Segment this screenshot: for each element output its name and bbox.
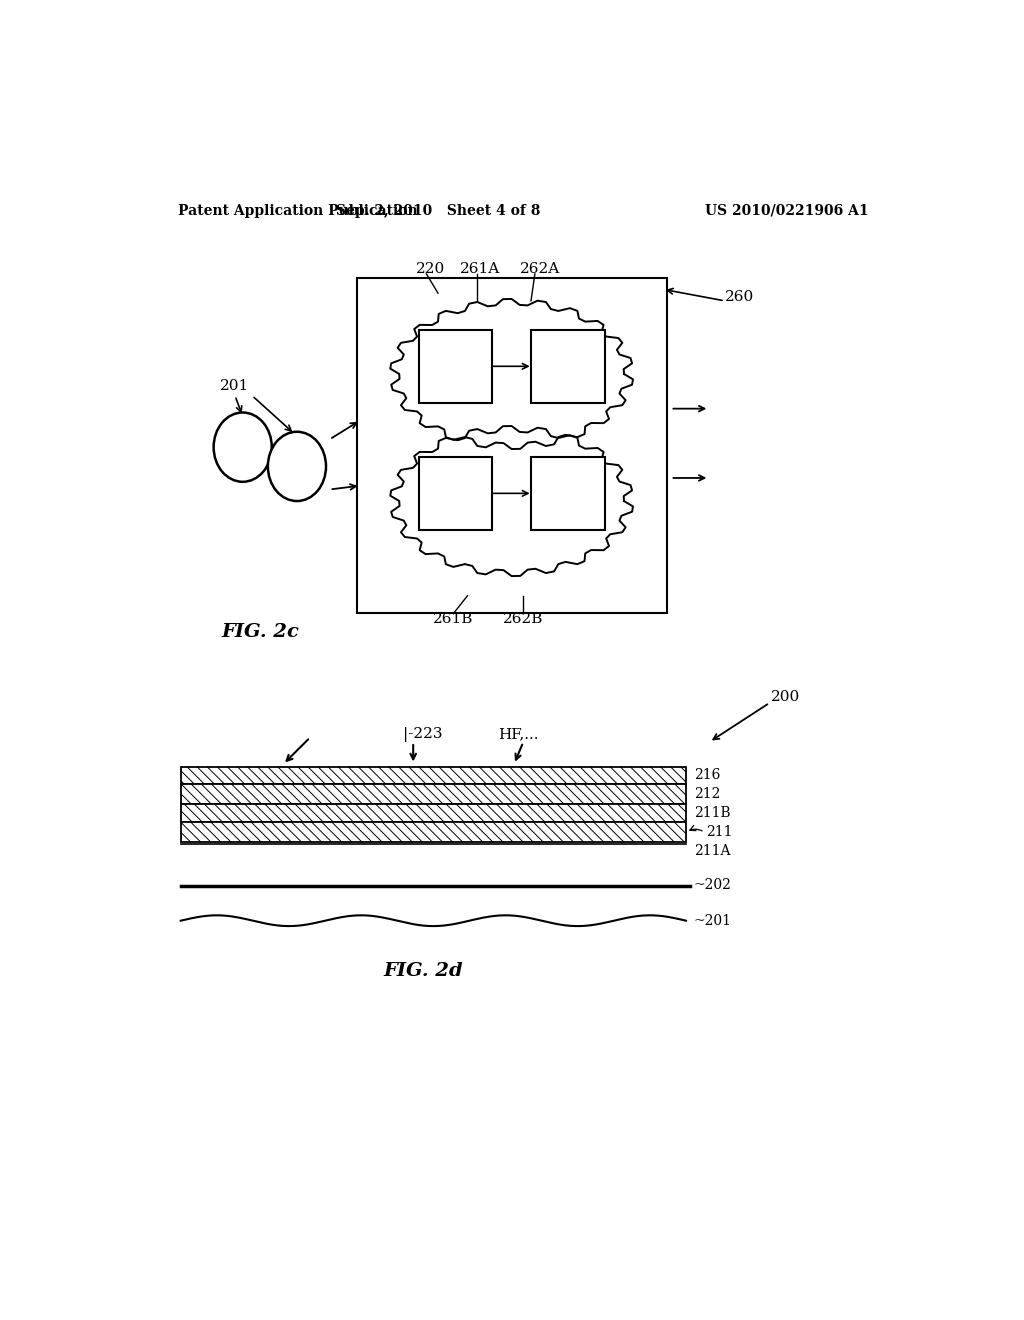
Bar: [531, 330, 604, 404]
Text: 212: 212: [693, 787, 720, 801]
Text: 262B: 262B: [503, 612, 544, 626]
Bar: [419, 330, 493, 404]
Text: HF,...: HF,...: [499, 727, 539, 742]
Text: FIG. 2d: FIG. 2d: [384, 962, 464, 979]
Text: ~201: ~201: [693, 913, 732, 928]
Text: 211A: 211A: [693, 845, 730, 858]
Text: 201: 201: [219, 379, 249, 392]
Text: 261B: 261B: [432, 612, 473, 626]
Bar: [180, 804, 686, 822]
Text: ~202: ~202: [693, 878, 731, 891]
Text: FIG. 2c: FIG. 2c: [221, 623, 299, 642]
Text: Sep. 2, 2010   Sheet 4 of 8: Sep. 2, 2010 Sheet 4 of 8: [336, 203, 541, 218]
Text: 200: 200: [771, 690, 801, 705]
Text: Patent Application Publication: Patent Application Publication: [178, 203, 418, 218]
Ellipse shape: [214, 413, 271, 482]
Bar: [180, 767, 686, 784]
Text: 220: 220: [417, 261, 445, 276]
Ellipse shape: [268, 432, 326, 502]
Bar: [356, 277, 667, 612]
Text: 216: 216: [693, 768, 720, 783]
Bar: [419, 457, 493, 531]
Text: |-223: |-223: [403, 727, 442, 742]
Text: 262A: 262A: [520, 261, 560, 276]
Text: 261A: 261A: [460, 261, 500, 276]
Bar: [180, 784, 686, 804]
Bar: [180, 822, 686, 842]
Bar: [531, 457, 604, 531]
Text: 211: 211: [707, 825, 732, 840]
Text: 260: 260: [725, 290, 754, 304]
Text: 211B: 211B: [693, 807, 730, 820]
Text: US 2010/0221906 A1: US 2010/0221906 A1: [705, 203, 868, 218]
